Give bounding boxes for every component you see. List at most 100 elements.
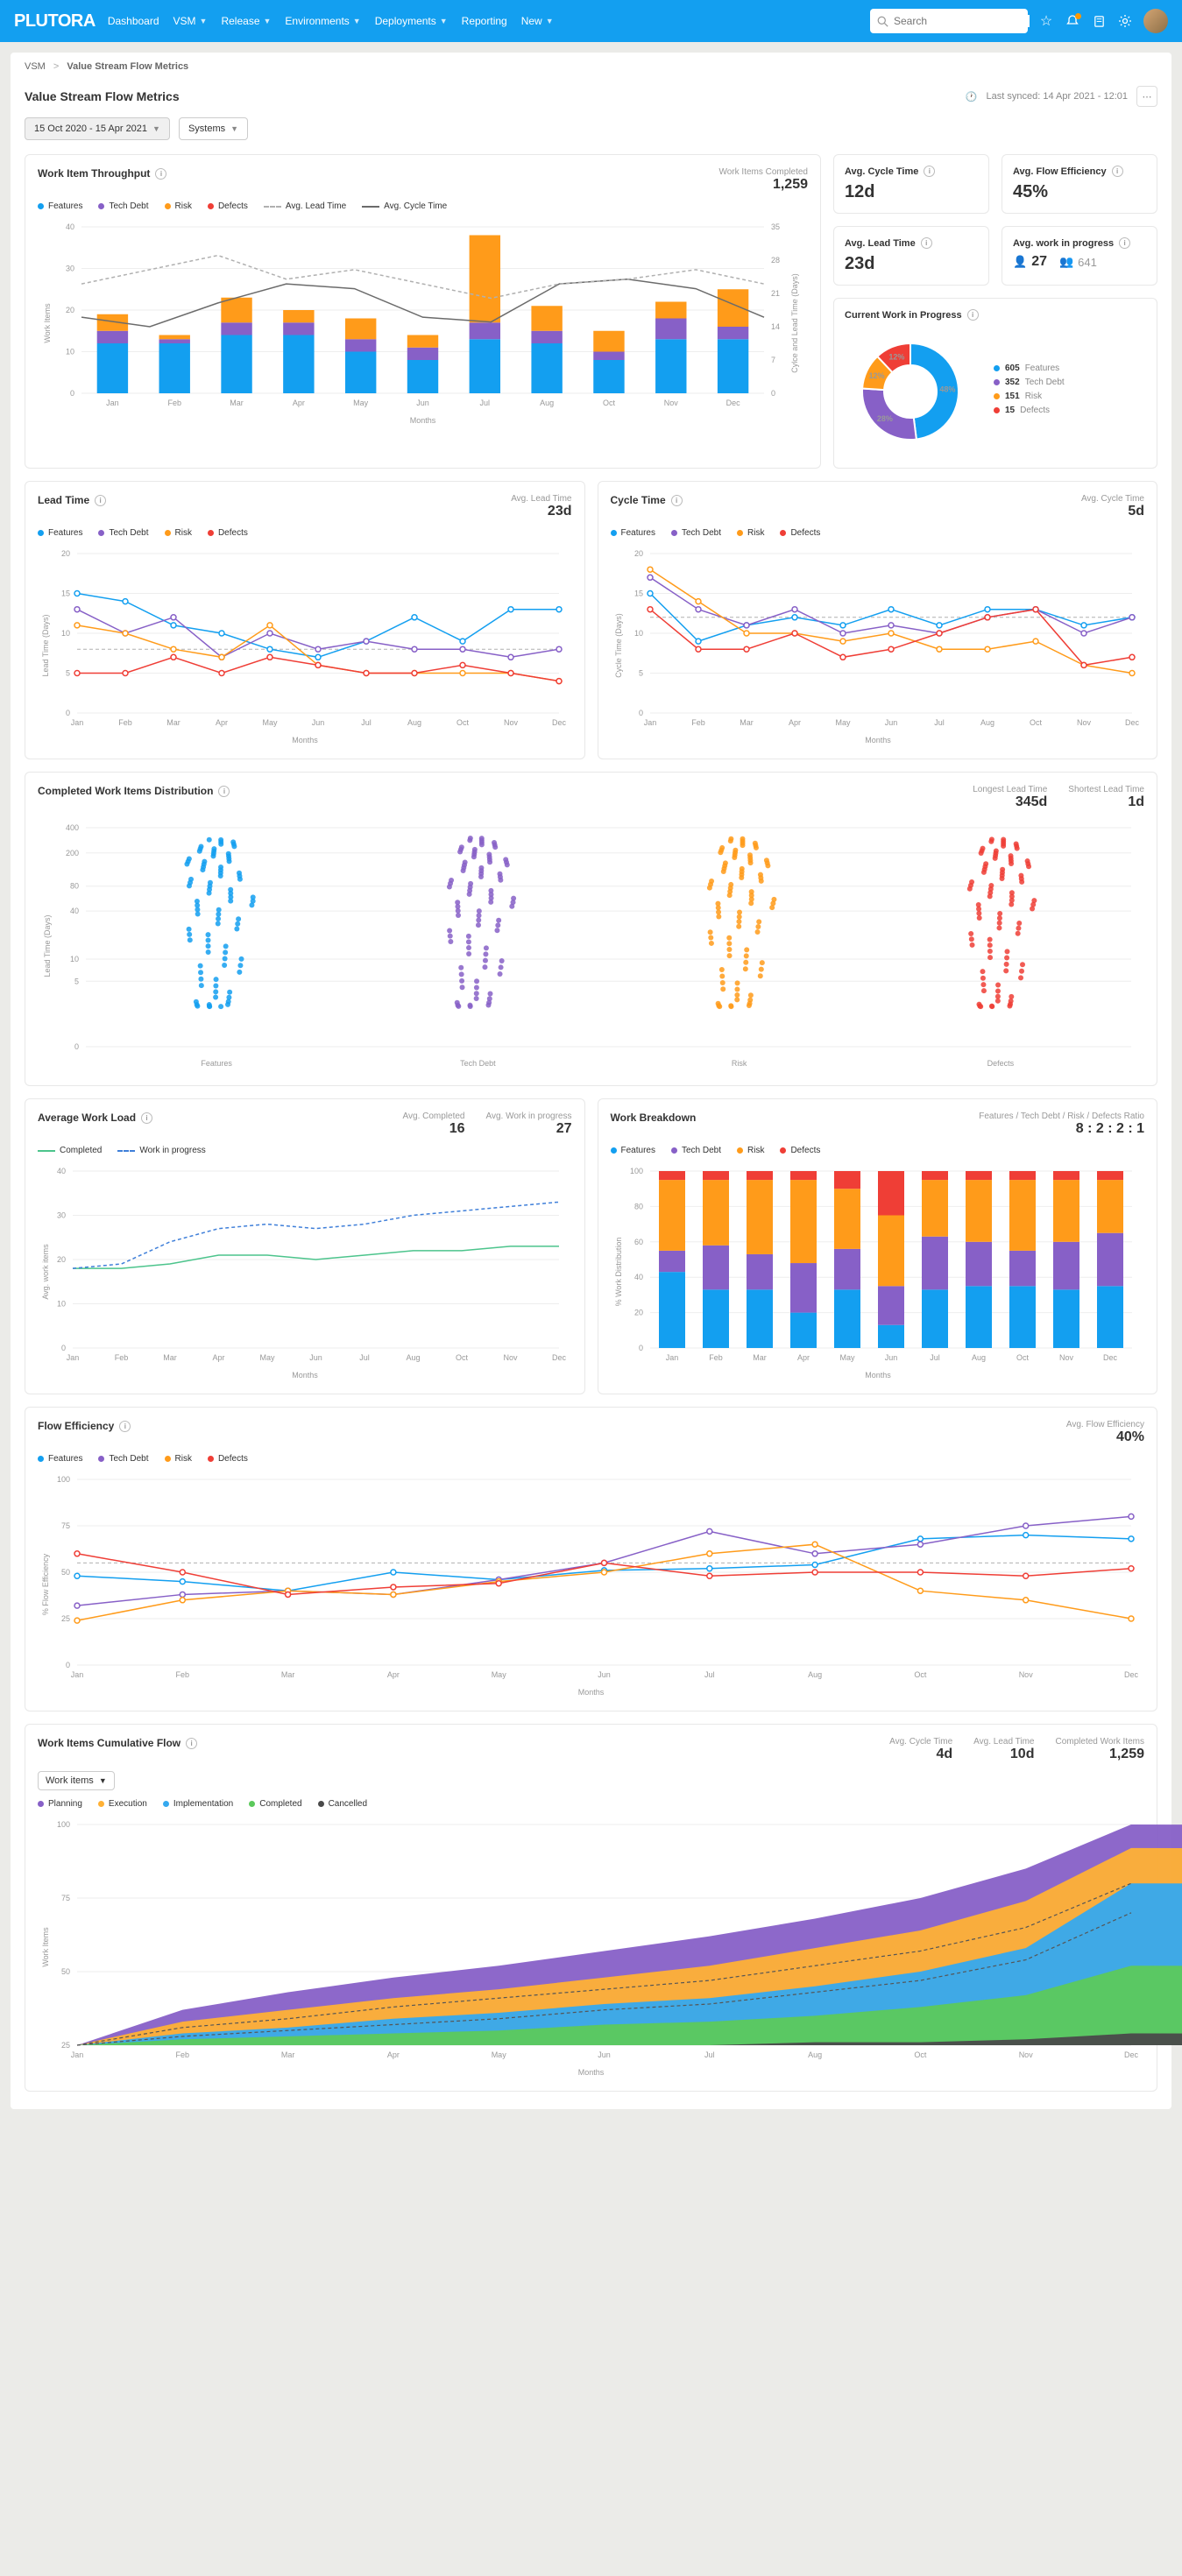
svg-text:Months: Months [292, 1371, 318, 1380]
svg-text:30: 30 [66, 265, 74, 273]
svg-text:10: 10 [57, 1300, 66, 1309]
svg-text:Months: Months [410, 416, 436, 425]
svg-text:Defects: Defects [987, 1059, 1015, 1068]
svg-text:Aug: Aug [406, 1353, 420, 1362]
svg-text:20: 20 [57, 1255, 66, 1264]
svg-text:Jan: Jan [71, 2050, 84, 2059]
clipboard-icon[interactable] [1091, 13, 1107, 29]
topbar: PLUTORA Dashboard VSM▼ Release▼ Environment… [0, 0, 1182, 42]
svg-text:May: May [353, 399, 369, 407]
svg-text:Feb: Feb [118, 718, 132, 727]
svg-text:40: 40 [633, 1273, 642, 1281]
nav-vsm[interactable]: VSM▼ [173, 15, 208, 27]
info-icon[interactable]: i [921, 237, 932, 249]
donut-legend-item: 15 Defects [994, 406, 1065, 415]
svg-text:Jul: Jul [359, 1353, 370, 1362]
nav-dashboard[interactable]: Dashboard [108, 15, 159, 27]
svg-text:Oct: Oct [1016, 1353, 1029, 1362]
svg-text:Dec: Dec [1124, 2050, 1139, 2059]
throughput-card: Work Item Throughputi Work Items Complet… [25, 154, 821, 469]
breadcrumb-l1[interactable]: VSM [25, 61, 46, 72]
svg-text:15: 15 [633, 589, 642, 598]
nav-environments[interactable]: Environments▼ [285, 15, 360, 27]
kpi-lead-time: Avg. Lead Timei 23d [833, 226, 989, 286]
brand-logo: PLUTORA [14, 11, 96, 32]
svg-text:Nov: Nov [1019, 2050, 1034, 2059]
svg-text:Aug: Aug [808, 1670, 822, 1679]
svg-text:80: 80 [70, 882, 79, 891]
star-icon[interactable]: ☆ [1038, 13, 1054, 29]
svg-text:Jan: Jan [106, 399, 119, 407]
svg-text:Dec: Dec [726, 399, 741, 407]
avatar[interactable] [1143, 9, 1168, 33]
svg-text:Jan: Jan [665, 1353, 678, 1362]
chevron-down-icon: ▼ [546, 17, 554, 25]
info-icon[interactable]: i [95, 495, 106, 506]
svg-text:Jul: Jul [930, 1353, 940, 1362]
svg-text:Dec: Dec [1102, 1353, 1117, 1362]
svg-text:40: 40 [57, 1167, 66, 1175]
chevron-down-icon: ▼ [353, 17, 361, 25]
notification-dot [1075, 13, 1081, 19]
kpi-flow-efficiency: Avg. Flow Efficiencyi 45% [1002, 154, 1157, 214]
svg-text:Feb: Feb [691, 718, 705, 727]
svg-text:Oct: Oct [457, 718, 470, 727]
svg-text:0: 0 [771, 389, 775, 398]
svg-text:Jan: Jan [67, 1353, 80, 1362]
systems-filter[interactable]: Systems▼ [179, 117, 248, 140]
svg-text:400: 400 [66, 823, 79, 832]
svg-text:Tech Debt: Tech Debt [460, 1059, 496, 1068]
nav-deployments[interactable]: Deployments▼ [375, 15, 448, 27]
info-icon[interactable]: i [924, 166, 935, 177]
nav-new[interactable]: New▼ [521, 15, 554, 27]
info-icon[interactable]: i [1112, 166, 1123, 177]
info-icon[interactable]: i [186, 1738, 197, 1749]
svg-text:Feb: Feb [176, 2050, 190, 2059]
date-range-filter[interactable]: 15 Oct 2020 - 15 Apr 2021▼ [25, 117, 170, 140]
search-icon [877, 16, 888, 27]
svg-text:Months: Months [292, 736, 318, 745]
info-icon[interactable]: i [218, 786, 230, 797]
search-input[interactable] [894, 15, 1030, 27]
info-icon[interactable]: i [119, 1421, 131, 1432]
breadcrumb-l2: Value Stream Flow Metrics [67, 61, 188, 72]
svg-text:Lead Time (Days): Lead Time (Days) [43, 914, 52, 977]
cumulative-dropdown[interactable]: Work items▼ [38, 1771, 115, 1790]
svg-text:Aug: Aug [540, 399, 554, 407]
svg-text:30: 30 [57, 1211, 66, 1220]
svg-text:12%: 12% [888, 352, 904, 361]
info-icon[interactable]: i [1119, 237, 1130, 249]
search-box[interactable] [870, 9, 1028, 33]
info-icon[interactable]: i [967, 309, 979, 321]
svg-text:Nov: Nov [1076, 718, 1091, 727]
svg-text:Jun: Jun [309, 1353, 322, 1362]
info-icon[interactable]: i [155, 168, 166, 180]
more-button[interactable]: ⋯ [1136, 86, 1157, 107]
svg-text:10: 10 [70, 955, 79, 963]
svg-text:25: 25 [61, 2041, 70, 2050]
svg-text:100: 100 [629, 1167, 642, 1175]
svg-text:28%: 28% [877, 414, 893, 423]
svg-text:14: 14 [771, 322, 780, 331]
distribution-chart: 05104080200400FeaturesTech DebtRiskDefec… [38, 819, 1144, 1073]
nav-release[interactable]: Release▼ [221, 15, 271, 27]
svg-text:Mar: Mar [230, 399, 244, 407]
flow-efficiency-card: Flow Efficiencyi Avg. Flow Efficiency40%… [25, 1407, 1157, 1711]
gear-icon[interactable] [1117, 13, 1133, 29]
svg-text:Jul: Jul [704, 2050, 715, 2059]
info-icon[interactable]: i [141, 1112, 152, 1124]
bell-icon[interactable] [1065, 13, 1080, 29]
svg-text:Dec: Dec [552, 1353, 567, 1362]
svg-text:Feb: Feb [709, 1353, 723, 1362]
nav-reporting[interactable]: Reporting [462, 15, 507, 27]
breakdown-chart: 020406080100JanFebMarAprMayJunJulAugOctN… [611, 1162, 1145, 1381]
chevron-down-icon: ▼ [264, 17, 272, 25]
svg-text:0: 0 [66, 709, 70, 717]
svg-text:12%: 12% [869, 371, 885, 380]
svg-text:Avg. work items: Avg. work items [41, 1244, 50, 1300]
svg-text:0: 0 [70, 389, 74, 398]
svg-text:60: 60 [633, 1238, 642, 1246]
svg-text:Cycle Time (Days): Cycle Time (Days) [614, 613, 623, 678]
svg-text:40: 40 [66, 222, 74, 231]
info-icon[interactable]: i [671, 495, 683, 506]
